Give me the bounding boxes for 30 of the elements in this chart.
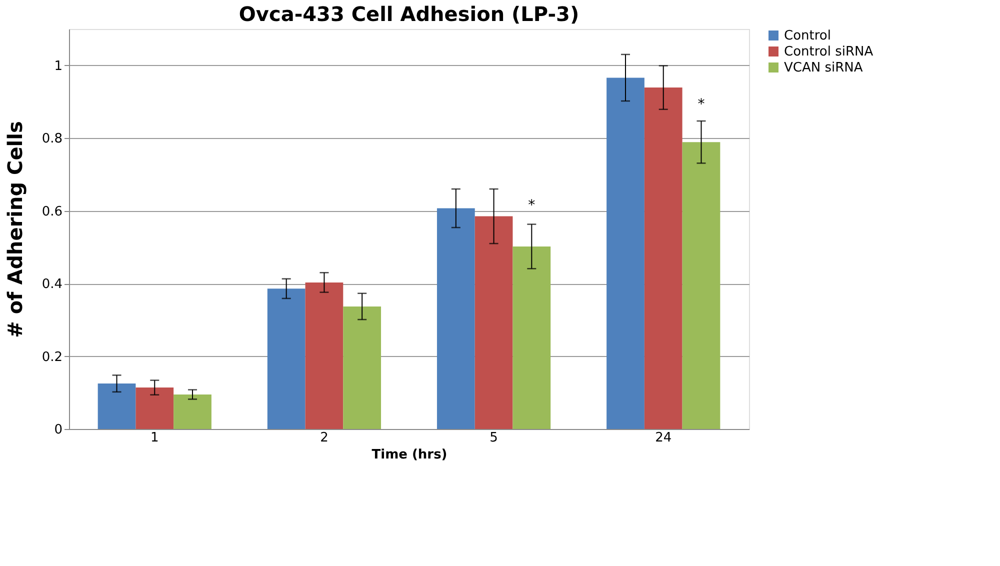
bar [436,208,475,429]
bar [98,384,136,429]
y-tick-label: 0.8 [42,132,62,147]
x-tick-label: 2 [320,430,328,446]
legend-label: Control [784,28,831,44]
x-tick-label: 24 [655,430,672,446]
bar [343,306,382,429]
y-tick-label: 0.6 [42,204,62,220]
annotation: * [528,197,536,214]
bar [606,78,644,429]
legend-label: VCAN siRNA [784,60,863,76]
bar [305,282,344,429]
legend-label: Control siRNA [784,44,874,60]
x-tick-label: 1 [150,430,159,446]
bar [512,246,551,429]
bar [136,388,174,429]
y-tick-label: 1 [54,58,62,74]
chart-title: Ovca-433 Cell Adhesion (LP-3) [238,2,580,26]
y-tick-label: 0.2 [42,350,62,365]
bar [174,394,212,429]
x-axis-title: Time (hrs) [372,448,448,462]
bar [682,142,720,429]
bar [644,88,682,429]
bar [474,216,513,429]
y-tick-label: 0 [54,422,62,438]
annotation: * [698,96,705,112]
x-tick-label: 5 [490,430,498,446]
y-tick-label: 0.4 [42,277,62,292]
y-axis-title: # of Adhering Cells [2,121,27,338]
bar [267,288,306,429]
